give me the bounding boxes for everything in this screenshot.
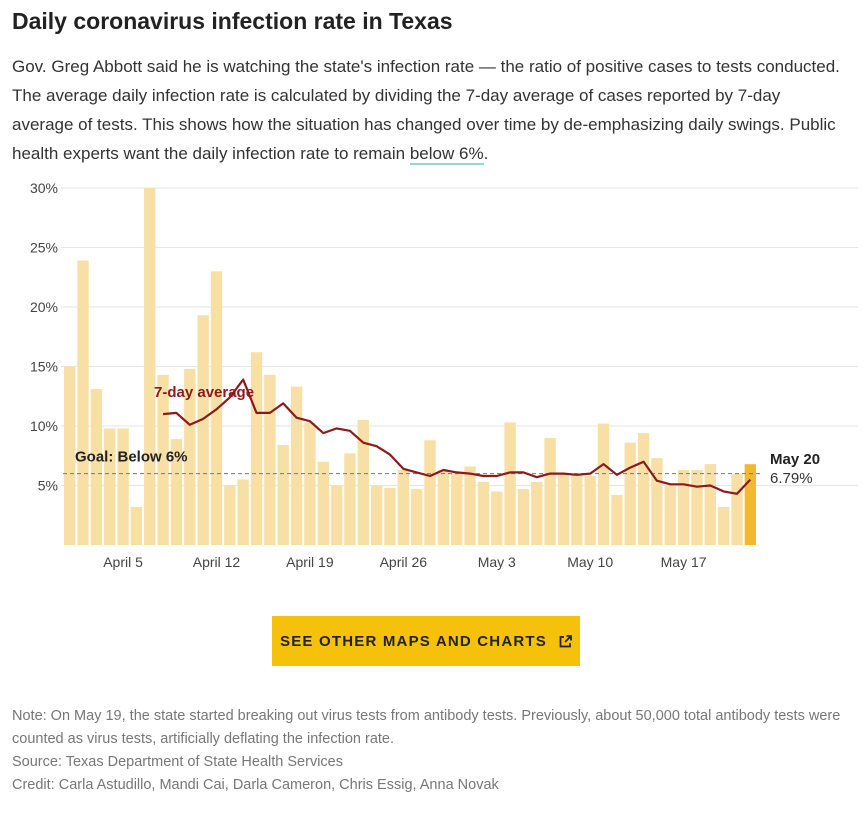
bar [491, 491, 503, 545]
bar [277, 445, 289, 545]
external-link-icon [559, 634, 572, 647]
bar [451, 473, 463, 545]
bar [624, 442, 636, 545]
page-title: Daily coronavirus infection rate in Texa… [12, 8, 453, 34]
last-date-label: May 20 [770, 451, 820, 468]
y-tick-label: 30% [30, 180, 58, 196]
bar [677, 470, 690, 545]
bar [571, 473, 583, 545]
bar [77, 260, 89, 545]
bar [637, 433, 650, 545]
bar [197, 315, 209, 545]
bar [330, 485, 343, 545]
bar [611, 495, 623, 545]
bar [424, 440, 436, 545]
y-tick-label: 25% [30, 240, 58, 256]
bar [437, 470, 450, 545]
seven-day-average-line [163, 378, 752, 495]
bar-highlight [744, 464, 756, 545]
bar [664, 485, 676, 545]
x-tick-label: April 26 [380, 554, 428, 570]
see-other-maps-label: SEE OTHER MAPS AND CHARTS [280, 632, 547, 650]
y-tick-label: 15% [30, 359, 58, 375]
bar [304, 422, 316, 545]
bar [224, 485, 236, 545]
x-tick-label: May 17 [661, 554, 707, 570]
bar [544, 437, 556, 545]
bar [184, 368, 196, 545]
bar [731, 473, 743, 545]
bar [64, 366, 76, 545]
bar [290, 386, 303, 545]
bar [90, 389, 103, 545]
bar [170, 439, 183, 545]
line-layer [163, 378, 752, 495]
bar [597, 423, 610, 545]
bar [250, 352, 263, 545]
y-tick-label: 10% [30, 418, 58, 434]
bar [411, 489, 423, 545]
bar [504, 422, 516, 545]
bar [477, 481, 490, 545]
bar [157, 374, 169, 545]
x-tick-label: April 19 [286, 554, 334, 570]
y-tick-label: 20% [30, 299, 58, 315]
bar [130, 506, 143, 545]
label-layer: 5% 10% 15% 20% 25% 30% Goal: Below 6% 7-day ave… [30, 180, 820, 570]
bar [370, 485, 383, 545]
bar [651, 458, 663, 545]
bar [117, 428, 129, 545]
bar [584, 475, 596, 545]
bar [384, 487, 396, 545]
bar [357, 420, 369, 545]
bar [144, 188, 156, 545]
infection-rate-chart: 5% 10% 15% 20% 25% 30% Goal: Below 6% 7-day ave… [30, 180, 858, 570]
note-text: Note: On May 19, the state started break… [12, 708, 841, 747]
bar [517, 489, 530, 545]
chart-notes: Note: On May 19, the state started break… [12, 705, 857, 797]
below-6-percent-link[interactable]: below 6% [409, 144, 484, 165]
bar [237, 479, 249, 545]
bar [691, 470, 703, 545]
x-tick-label: April 12 [193, 554, 241, 570]
goal-label: Goal: Below 6% [75, 449, 188, 466]
seven-day-average-label: 7-day average [154, 384, 254, 401]
bar [397, 470, 409, 545]
description-text: Gov. Greg Abbott said he is watching the… [12, 57, 840, 163]
bar [704, 464, 716, 545]
source-text: Source: Texas Department of State Health… [12, 754, 343, 770]
credit-text: Credit: Carla Astudillo, Mandi Cai, Darl… [12, 777, 499, 793]
bar [557, 473, 570, 545]
x-tick-label: May 10 [567, 554, 613, 570]
x-tick-label: April 5 [103, 554, 143, 570]
x-tick-label: May 3 [478, 554, 516, 570]
bar [317, 461, 329, 545]
bar [344, 453, 356, 545]
chart-description: Gov. Greg Abbott said he is watching the… [12, 52, 842, 168]
bar [104, 428, 116, 545]
bar [531, 481, 543, 545]
see-other-maps-button[interactable]: SEE OTHER MAPS AND CHARTS [272, 616, 580, 666]
bar [464, 466, 476, 545]
bar [264, 374, 276, 545]
description-end: . [483, 144, 489, 163]
y-tick-label: 5% [38, 478, 58, 494]
bar [717, 506, 730, 545]
last-value-label: 6.79% [770, 470, 813, 487]
